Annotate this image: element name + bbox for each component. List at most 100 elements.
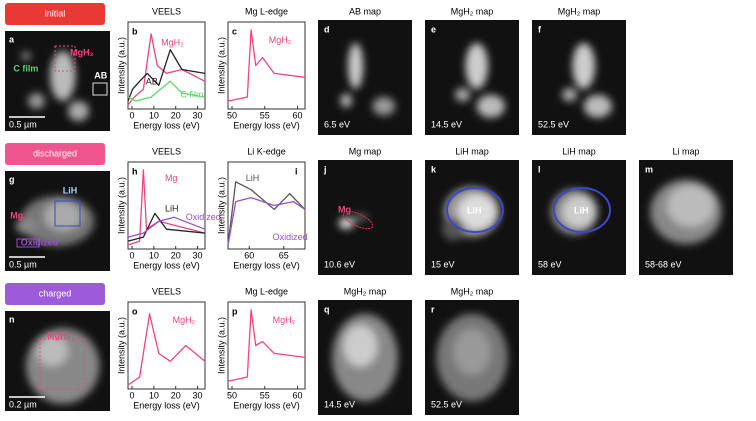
y-axis-label: Intensity (a.u.)	[116, 37, 126, 94]
particle	[338, 217, 354, 229]
micrograph	[532, 20, 626, 135]
particle	[36, 336, 68, 366]
plot-frame	[227, 161, 306, 250]
image-label: Oxidized	[21, 237, 59, 247]
particle	[340, 93, 352, 108]
x-tick-label: 50	[227, 390, 237, 400]
blobs	[15, 196, 95, 246]
particle	[465, 43, 488, 89]
map-title: MgH₂ map	[558, 6, 601, 16]
y-axis-label: Intensity (a.u.)	[216, 317, 226, 374]
x-tick-label: 20	[171, 390, 181, 400]
x-tick-label: 30	[193, 390, 203, 400]
spectrum	[227, 309, 306, 382]
spectrum	[227, 29, 306, 102]
x-axis-label: Energy loss (eV)	[233, 400, 300, 410]
energy-label: 52.5 eV	[431, 399, 462, 409]
panel-letter: o	[132, 306, 138, 316]
plot-title: VEELS	[152, 286, 181, 296]
x-tick-label: 0	[129, 250, 134, 260]
particle	[20, 51, 32, 61]
particle	[28, 93, 45, 109]
particle	[343, 325, 378, 367]
curve-label: MgH₂	[173, 315, 196, 325]
panel-letter: f	[538, 24, 542, 34]
spectrum	[127, 212, 206, 242]
particle	[583, 94, 612, 118]
x-tick-label: 60	[244, 250, 254, 260]
x-tick-label: 55	[260, 390, 270, 400]
scale-label: 0.5 µm	[9, 119, 37, 129]
image-label: AB	[94, 70, 107, 80]
particle	[457, 194, 496, 229]
particle	[43, 201, 82, 231]
spectrum	[127, 313, 206, 386]
blobs	[650, 179, 722, 244]
image-label: LiH	[63, 185, 78, 195]
particle	[441, 217, 465, 241]
spectrum	[227, 196, 306, 246]
micrograph	[532, 160, 626, 275]
x-tick-label: 65	[279, 250, 289, 260]
panel-letter: c	[232, 26, 237, 36]
plot-title: Mg L-edge	[245, 6, 288, 16]
x-tick-label: 0	[129, 110, 134, 120]
curve-label: Oxidized	[186, 212, 221, 222]
x-tick-label: 30	[193, 110, 203, 120]
region-box	[92, 82, 108, 96]
state-label: initial	[45, 8, 66, 18]
x-tick-label: 10	[149, 390, 159, 400]
energy-label: 10.6 eV	[324, 259, 355, 269]
micrograph	[425, 20, 519, 135]
region-outline	[553, 187, 611, 233]
energy-label: 58-68 eV	[645, 259, 682, 269]
panel-letter: b	[132, 26, 138, 36]
panel-letter: r	[431, 304, 435, 314]
map-label: Mg	[338, 204, 351, 214]
blobs	[441, 186, 501, 241]
energy-label: 6.5 eV	[324, 119, 350, 129]
x-tick-label: 10	[149, 250, 159, 260]
curve-label: MgH₂	[273, 315, 296, 325]
map-title: Mg map	[349, 146, 382, 156]
energy-label: 15 eV	[431, 259, 455, 269]
blobs	[338, 212, 368, 229]
spectrum	[227, 181, 306, 246]
plot-title: VEELS	[152, 6, 181, 16]
panel-letter: k	[431, 164, 437, 174]
particle	[348, 43, 364, 89]
plot-frame	[127, 301, 206, 390]
map-title: LiH map	[455, 146, 489, 156]
scale-label: 0.5 µm	[9, 259, 37, 269]
panel-letter: d	[324, 24, 330, 34]
energy-label: 58 eV	[538, 259, 562, 269]
energy-label: 14.5 eV	[324, 399, 355, 409]
region-box	[39, 338, 86, 390]
map-title: LiH map	[562, 146, 596, 156]
x-axis-label: Energy loss (eV)	[133, 260, 200, 270]
panel-letter: l	[538, 164, 541, 174]
y-axis-label: Intensity (a.u.)	[216, 37, 226, 94]
panel-letter: j	[323, 164, 327, 174]
particle	[667, 185, 715, 227]
curve-label: LiH	[246, 173, 260, 183]
x-axis-label: Energy loss (eV)	[233, 260, 300, 270]
x-tick-label: 0	[129, 390, 134, 400]
x-tick-label: 50	[227, 110, 237, 120]
x-tick-label: 60	[293, 110, 303, 120]
particle	[572, 43, 595, 89]
micrograph	[5, 31, 110, 131]
x-axis-label: Energy loss (eV)	[133, 120, 200, 130]
plot-title: Mg L-edge	[245, 286, 288, 296]
spectrum	[127, 80, 206, 102]
map-title: Li map	[672, 146, 699, 156]
micrograph	[425, 300, 519, 415]
x-tick-label: 10	[149, 110, 159, 120]
panel-letter: i	[295, 166, 298, 176]
micrograph	[5, 171, 110, 271]
state-box	[5, 3, 105, 25]
map-title: MgH₂ map	[344, 286, 387, 296]
background	[318, 20, 412, 135]
x-tick-label: 60	[293, 390, 303, 400]
